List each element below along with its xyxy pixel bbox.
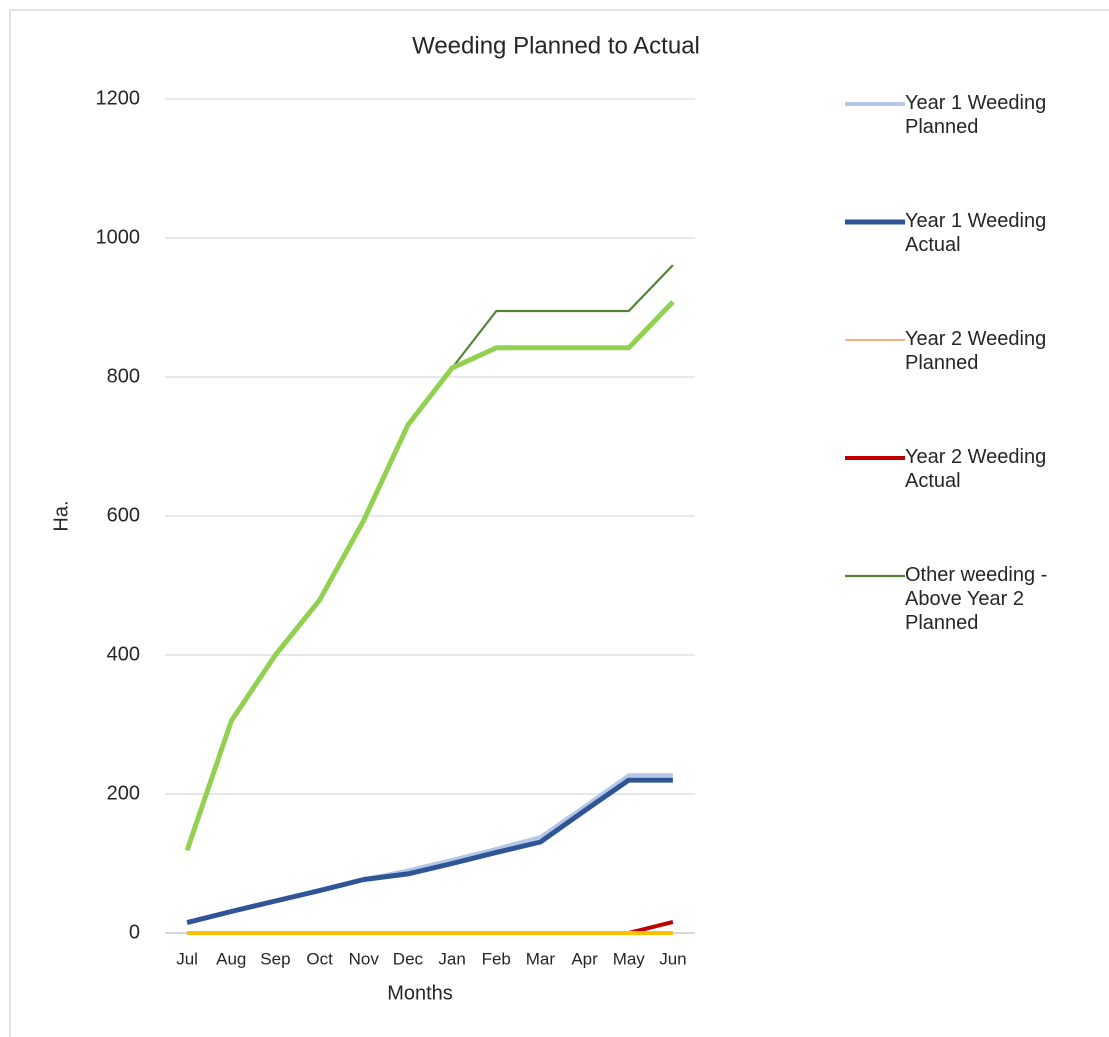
x-tick-label: Dec xyxy=(393,949,424,968)
x-tick-label: Jan xyxy=(438,949,465,968)
y-tick-label: 800 xyxy=(107,365,140,387)
legend-label: Year 2 Weeding Planned xyxy=(905,328,1047,374)
y-tick-label: 1000 xyxy=(96,226,141,248)
chart-title: Weeding Planned to Actual xyxy=(412,32,700,59)
x-tick-label: Nov xyxy=(349,949,380,968)
legend-label: Year 1 Weeding Planned xyxy=(905,92,1047,138)
series-line xyxy=(186,777,673,926)
x-tick-label: Mar xyxy=(526,949,556,968)
y-tick-label: 400 xyxy=(107,643,140,665)
y-tick-label: 200 xyxy=(107,782,140,804)
x-tick-label: May xyxy=(613,949,646,968)
x-tick-label: Aug xyxy=(216,949,246,968)
y-tick-label: 0 xyxy=(129,921,140,943)
series-line xyxy=(184,300,675,852)
y-tick-label: 600 xyxy=(107,504,140,526)
chart-border xyxy=(9,9,1109,1037)
legend-label: Year 1 Weeding Actual xyxy=(905,210,1047,256)
x-tick-label: Sep xyxy=(260,949,290,968)
y-tick-label: 1200 xyxy=(96,87,141,109)
x-axis-label: Months xyxy=(387,982,453,1004)
x-tick-label: Feb xyxy=(482,949,511,968)
legend-label: Year 2 Weeding Actual xyxy=(905,446,1047,492)
legend-label: Other weeding - Above Year 2 Planned xyxy=(905,564,1048,634)
x-tick-label: Apr xyxy=(571,949,598,968)
x-tick-label: Jul xyxy=(176,949,198,968)
x-tick-label: Oct xyxy=(306,949,333,968)
y-axis-label: Ha. xyxy=(50,500,72,531)
x-tick-label: Jun xyxy=(659,949,686,968)
